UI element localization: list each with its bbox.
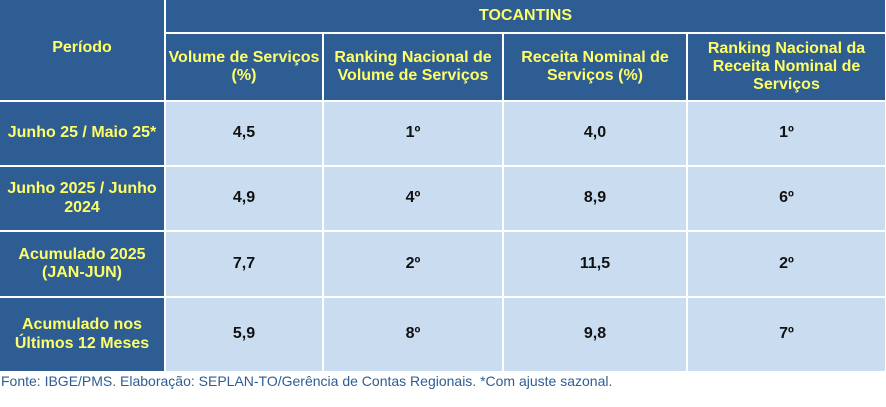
services-table: Período TOCANTINS Volume de Serviços (%)…	[0, 0, 885, 371]
source-note: Fonte: IBGE/PMS. Elaboração: SEPLAN-TO/G…	[1, 373, 613, 389]
table-cell: 8º	[324, 298, 504, 371]
table-cell: 7º	[688, 298, 885, 371]
table-cell: 1º	[688, 102, 885, 167]
table-cell: 4º	[324, 167, 504, 232]
revenue-column-header: Receita Nominal de Serviços (%)	[504, 34, 688, 102]
row-period-label: Junho 2025 / Junho 2024	[0, 167, 166, 232]
table-cell: 11,5	[504, 232, 688, 298]
row-period-label: Acumulado 2025 (JAN-JUN)	[0, 232, 166, 298]
volume-column-header: Volume de Serviços (%)	[166, 34, 324, 102]
table-cell: 2º	[688, 232, 885, 298]
table-cell: 9,8	[504, 298, 688, 371]
table-cell: 4,9	[166, 167, 324, 232]
table-cell: 1º	[324, 102, 504, 167]
revenue-ranking-column-header: Ranking Nacional da Receita Nominal de S…	[688, 34, 885, 102]
table-cell: 5,9	[166, 298, 324, 371]
row-period-label: Junho 25 / Maio 25*	[0, 102, 166, 167]
row-period-label: Acumulado nos Últimos 12 Meses	[0, 298, 166, 371]
table-cell: 8,9	[504, 167, 688, 232]
table-cell: 2º	[324, 232, 504, 298]
volume-ranking-column-header: Ranking Nacional de Volume de Serviços	[324, 34, 504, 102]
table-cell: 4,5	[166, 102, 324, 167]
state-group-header: TOCANTINS	[166, 0, 885, 34]
table-cell: 6º	[688, 167, 885, 232]
period-column-header: Período	[0, 0, 166, 102]
table-cell: 4,0	[504, 102, 688, 167]
table-cell: 7,7	[166, 232, 324, 298]
